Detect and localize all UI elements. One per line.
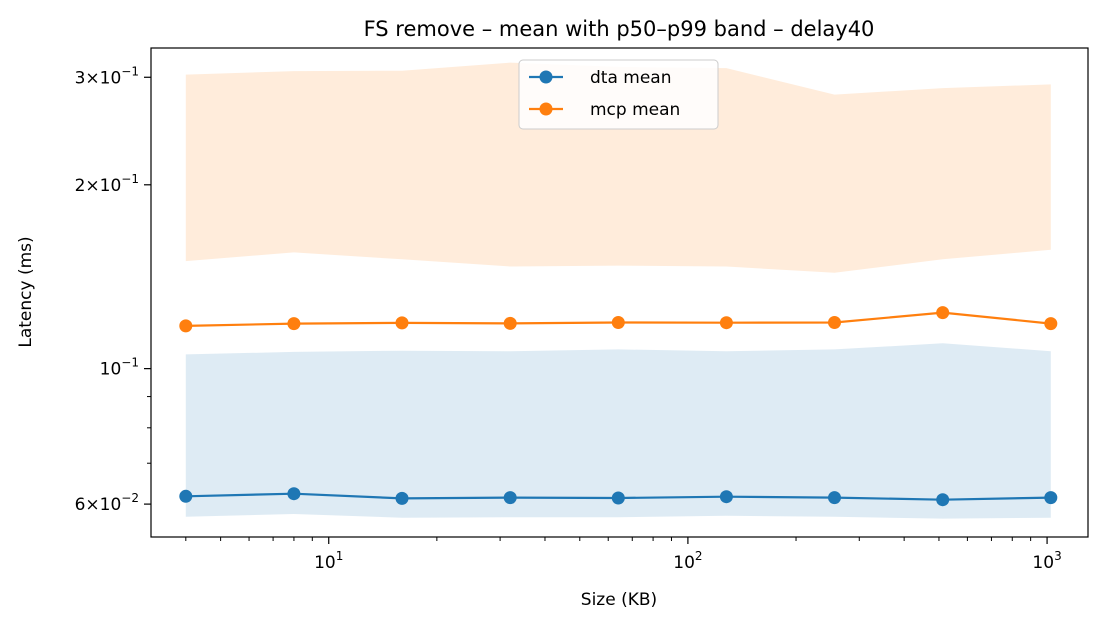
series-1-point-0 bbox=[179, 319, 193, 333]
series-1-point-4 bbox=[611, 316, 625, 329]
series-0-point-0 bbox=[179, 489, 193, 503]
legend-marker-dta bbox=[539, 70, 553, 84]
series-0-point-6 bbox=[828, 491, 841, 505]
legend-label-dta: dta mean bbox=[590, 68, 672, 88]
series-1-point-2 bbox=[395, 316, 409, 330]
series-0-point-5 bbox=[719, 490, 733, 504]
y-ticks: 3×10−1 2×10−1 10−1 6×10−2 bbox=[75, 64, 151, 515]
series-1-point-6 bbox=[828, 316, 841, 329]
y-axis-label: Latency (ms) bbox=[16, 236, 36, 347]
legend-label-mcp: mcp mean bbox=[590, 100, 680, 120]
x-tick-label-2: 103 bbox=[1032, 549, 1061, 573]
legend-marker-mcp bbox=[539, 102, 553, 116]
series-0-point-8 bbox=[1044, 491, 1058, 505]
bands bbox=[185, 62, 1051, 519]
series-0-point-4 bbox=[611, 491, 625, 505]
series-1-point-8 bbox=[1044, 317, 1058, 331]
x-tick-label-0: 101 bbox=[314, 549, 343, 573]
y-tick-label-3: 6×10−2 bbox=[75, 491, 139, 515]
band-1 bbox=[185, 62, 1051, 273]
series-1-point-7 bbox=[936, 306, 950, 320]
series-0-point-3 bbox=[503, 491, 517, 505]
x-ticks: 101 102 103 bbox=[185, 537, 1062, 573]
series-0-point-2 bbox=[395, 491, 409, 505]
y-tick-label-0: 3×10−1 bbox=[75, 64, 139, 88]
x-axis-label: Size (KB) bbox=[581, 590, 657, 610]
series-lines bbox=[179, 306, 1058, 507]
band-0 bbox=[185, 343, 1051, 519]
x-tick-label-1: 102 bbox=[673, 549, 702, 573]
y-tick-label-1: 2×10−1 bbox=[75, 172, 139, 196]
chart-title: FS remove – mean with p50–p99 band – del… bbox=[364, 17, 875, 41]
series-1-point-5 bbox=[719, 316, 733, 330]
plot-frame bbox=[150, 47, 1089, 538]
series-1-point-1 bbox=[287, 317, 301, 331]
series-0-point-7 bbox=[936, 493, 950, 507]
y-tick-label-2: 10−1 bbox=[100, 356, 139, 380]
series-1-point-3 bbox=[503, 316, 517, 330]
legend: dta mean mcp mean bbox=[518, 59, 719, 130]
series-0-point-1 bbox=[287, 487, 301, 501]
legend-box bbox=[518, 59, 719, 130]
